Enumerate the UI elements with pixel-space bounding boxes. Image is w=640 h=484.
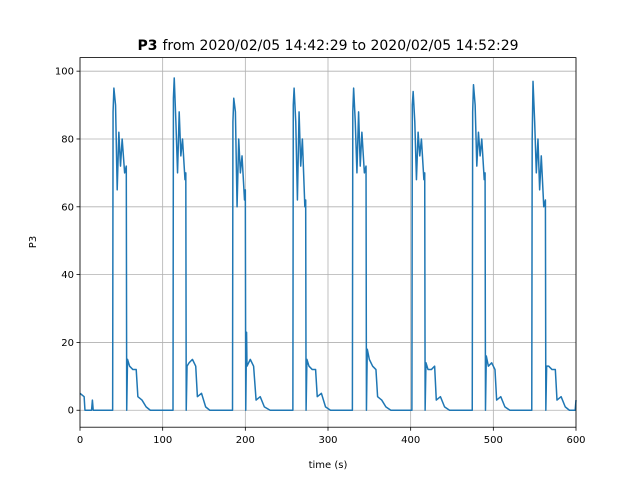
x-tick-label: 100 [153, 435, 172, 446]
data-line [79, 77, 577, 411]
plot-frame [79, 57, 577, 428]
y-tick-label: 80 [61, 134, 74, 145]
x-tick-label: 300 [318, 435, 337, 446]
x-axis-label: time (s) [309, 460, 348, 471]
y-tick-label: 100 [55, 67, 74, 78]
y-tick-label: 60 [61, 202, 74, 213]
chart-title-bold: P3 [137, 38, 157, 54]
x-tick-label: 500 [484, 435, 503, 446]
x-tick-label: 0 [77, 435, 83, 446]
y-axis-label: P3 [28, 236, 39, 248]
x-tick-label: 200 [236, 435, 255, 446]
y-tick-label: 20 [61, 338, 74, 349]
chart-title: from 2020/02/05 14:42:29 to 2020/02/05 1… [162, 38, 518, 54]
x-tick-label: 400 [401, 435, 420, 446]
x-tick-label: 600 [566, 435, 585, 446]
y-tick-label: 0 [68, 406, 74, 417]
y-tick-label: 40 [61, 270, 74, 281]
